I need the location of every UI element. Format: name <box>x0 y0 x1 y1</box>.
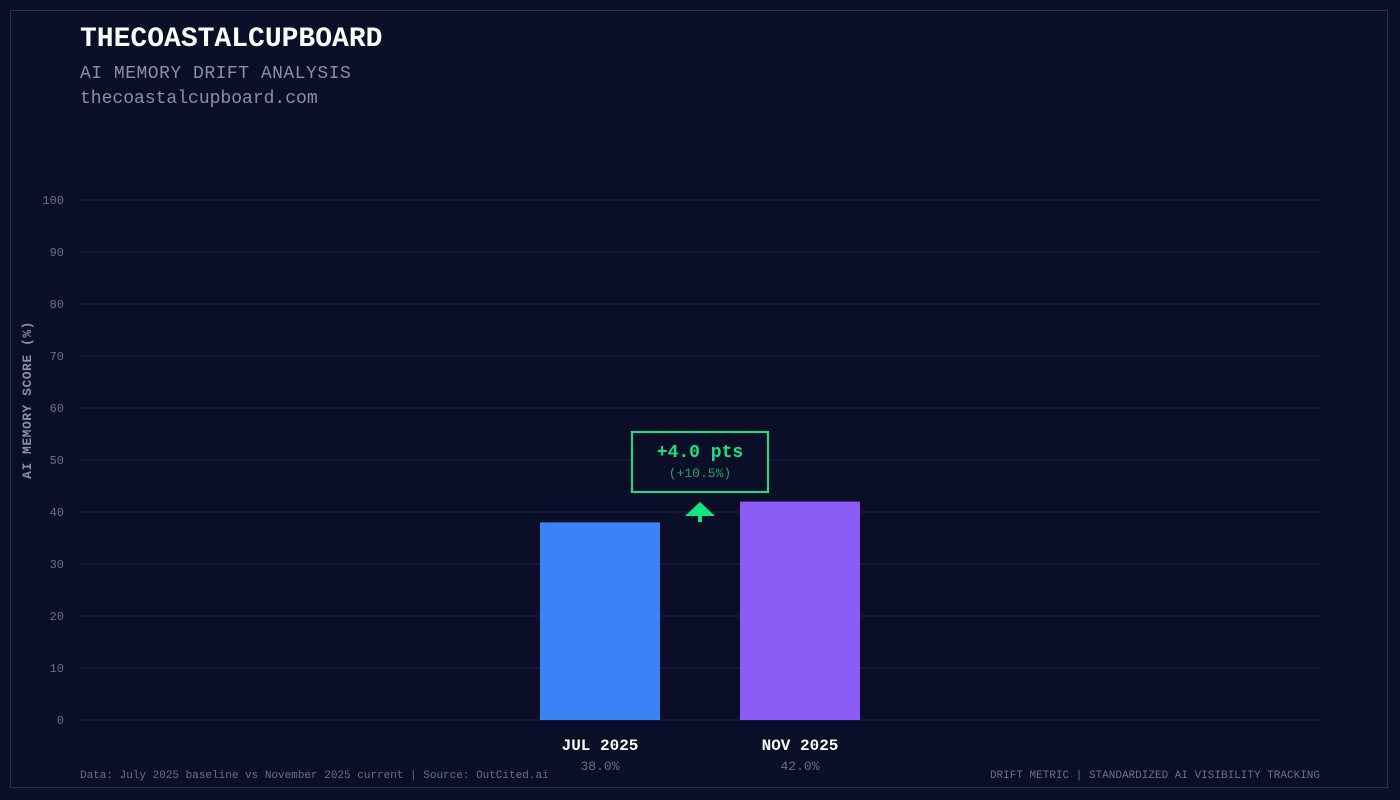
x-category-label: NOV 2025 <box>762 737 839 755</box>
y-axis-label: AI MEMORY SCORE (%) <box>20 321 35 479</box>
bar-value-label: 38.0% <box>580 759 619 774</box>
chart-subtitle: AI MEMORY DRIFT ANALYSIS <box>80 64 352 84</box>
arrow-up-icon <box>685 502 715 522</box>
footer-source: Data: July 2025 baseline vs November 202… <box>80 770 549 782</box>
y-tick-label: 50 <box>50 454 64 468</box>
y-tick-label: 10 <box>50 662 64 676</box>
y-tick-label: 20 <box>50 610 64 624</box>
x-category-label: JUL 2025 <box>562 737 639 755</box>
bar-value-label: 42.0% <box>780 759 819 774</box>
bar-layer: JUL 2025 38.0% NOV 2025 42.0% <box>540 501 860 774</box>
y-tick-label: 30 <box>50 558 64 572</box>
annotation-main: +4.0 pts <box>657 443 743 463</box>
bar-jul-2025 <box>540 522 660 720</box>
annotation-sub: (+10.5%) <box>669 466 731 481</box>
annotation-box <box>631 431 769 493</box>
y-tick-label: 0 <box>57 714 64 728</box>
y-tick-label: 100 <box>42 194 64 208</box>
y-tick-label: 90 <box>50 246 64 260</box>
y-tick-label: 40 <box>50 506 64 520</box>
grid-layer <box>80 199 1320 721</box>
chart-frame <box>10 10 1388 788</box>
site-url: thecoastalcupboard.com <box>80 89 318 109</box>
y-tick-label: 70 <box>50 350 64 364</box>
brand-title: THECOASTALCUPBOARD <box>80 24 383 55</box>
y-tick-labels: 0 10 20 30 40 50 60 70 80 90 100 <box>42 194 64 728</box>
y-tick-label: 80 <box>50 298 64 312</box>
change-annotation: +4.0 pts (+10.5%) <box>631 431 769 522</box>
bar-nov-2025 <box>740 501 860 720</box>
y-tick-label: 60 <box>50 402 64 416</box>
footer-metric: DRIFT METRIC | STANDARDIZED AI VISIBILIT… <box>989 770 1320 782</box>
